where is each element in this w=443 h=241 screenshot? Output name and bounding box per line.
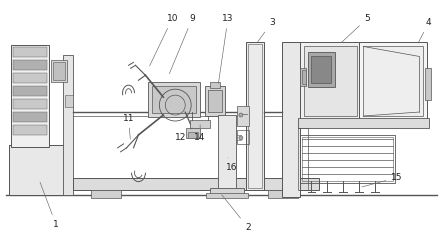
Bar: [268, 190, 298, 198]
Bar: [298, 128, 307, 190]
Bar: [188, 132, 198, 138]
Bar: [237, 130, 249, 144]
Bar: [65, 95, 73, 107]
Text: 16: 16: [226, 158, 238, 172]
Text: 9: 9: [169, 14, 195, 74]
Bar: [303, 47, 357, 116]
Text: 11: 11: [123, 114, 134, 139]
Bar: [302, 137, 393, 181]
Text: 1: 1: [40, 182, 59, 229]
Bar: [205, 86, 225, 116]
Bar: [73, 178, 319, 190]
Text: 13: 13: [218, 14, 234, 83]
Bar: [208, 90, 222, 112]
Bar: [298, 118, 429, 128]
Bar: [13, 125, 47, 135]
Bar: [307, 52, 335, 87]
Bar: [237, 106, 249, 126]
Bar: [9, 145, 64, 194]
Bar: [148, 82, 200, 117]
Circle shape: [239, 113, 243, 117]
Bar: [51, 60, 67, 82]
Bar: [53, 62, 65, 80]
Bar: [186, 128, 200, 138]
Bar: [311, 56, 331, 83]
Bar: [13, 99, 47, 109]
Bar: [246, 42, 264, 190]
Bar: [13, 112, 47, 122]
Text: 14: 14: [194, 125, 206, 142]
Bar: [13, 60, 47, 70]
Bar: [63, 55, 73, 194]
Bar: [29, 75, 41, 145]
Bar: [248, 44, 262, 187]
Text: 3: 3: [257, 18, 275, 42]
Bar: [13, 86, 47, 96]
Text: 4: 4: [418, 18, 431, 43]
Bar: [299, 135, 395, 183]
Bar: [302, 70, 306, 84]
Bar: [299, 68, 306, 86]
Bar: [206, 193, 248, 198]
Text: 15: 15: [362, 173, 403, 187]
Bar: [190, 120, 210, 128]
Bar: [11, 46, 49, 147]
Text: 5: 5: [342, 14, 370, 43]
Bar: [9, 145, 64, 194]
Text: 2: 2: [222, 195, 251, 232]
Bar: [152, 86, 196, 113]
Bar: [363, 47, 423, 116]
Bar: [282, 42, 299, 197]
Bar: [210, 82, 220, 88]
Text: 10: 10: [150, 14, 178, 66]
Bar: [13, 47, 47, 57]
Bar: [13, 73, 47, 83]
Bar: [425, 68, 431, 100]
Bar: [299, 42, 361, 120]
Bar: [91, 190, 120, 198]
Bar: [210, 187, 244, 195]
Bar: [218, 115, 236, 190]
Circle shape: [239, 136, 243, 140]
Text: 12: 12: [175, 128, 192, 142]
Bar: [359, 42, 427, 120]
